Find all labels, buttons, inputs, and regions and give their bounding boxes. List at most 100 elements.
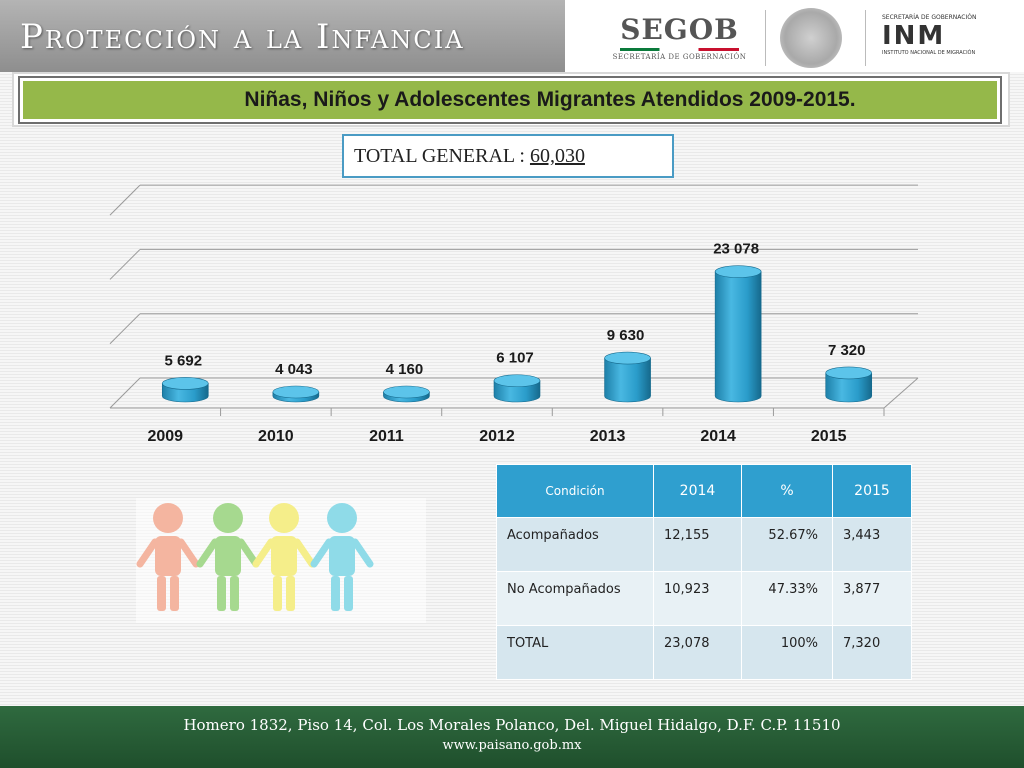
child-figure-part [273, 576, 282, 611]
subtitle-banner [20, 78, 1000, 122]
child-figure-part [331, 576, 340, 611]
x-tick-label: 2010 [258, 428, 294, 445]
child-figure-part [252, 538, 275, 568]
gridline-diagonal [109, 377, 141, 409]
x-tick-label: 2014 [700, 428, 736, 445]
table-cell: 12,155 [653, 517, 742, 572]
bar-top [493, 374, 541, 388]
gridline-diagonal [109, 313, 141, 345]
data-label: 4 160 [386, 361, 424, 378]
inm-top-text: SECRETARÍA DE GOBERNACIÓN [882, 14, 977, 21]
data-label: 6 107 [496, 350, 534, 367]
child-figure-part [155, 536, 181, 576]
data-label: 4 043 [275, 361, 313, 378]
x-tick-label: 2015 [811, 428, 847, 445]
child-figure-part [196, 538, 219, 568]
page-title: Protección a la Infancia [20, 17, 465, 57]
table-cell: 3,877 [832, 571, 912, 626]
bar-top [604, 351, 651, 365]
child-figure-part [310, 538, 333, 568]
child-figure-part [215, 536, 241, 576]
segob-name: SEGOB [620, 13, 739, 46]
data-label: 5 692 [165, 352, 203, 369]
segob-flag-line [620, 48, 739, 51]
header-divider [865, 10, 866, 66]
child-figure-part [213, 503, 243, 533]
x-tick-label: 2013 [590, 428, 626, 445]
table-cell: 100% [741, 625, 833, 680]
bar-top [272, 385, 320, 399]
table-header-cell: 2015 [832, 464, 912, 518]
child-figure-part [269, 503, 299, 533]
children-illustration [136, 498, 426, 623]
table-cell: 7,320 [832, 625, 912, 680]
chart-labels: 5 692 2009 4 043 2010 4 160 2011 6 107 2012 9 63… [147, 241, 865, 445]
child-figure-part [329, 536, 355, 576]
x-tick-label: 2009 [147, 428, 183, 445]
data-label: 9 630 [607, 327, 645, 344]
total-label: TOTAL GENERAL : [354, 145, 530, 167]
table-cell: 23,078 [653, 625, 742, 680]
children-icon [136, 503, 374, 611]
chart-grid [109, 184, 919, 416]
table-cell: 52.67% [741, 517, 833, 572]
child-figure-part [351, 538, 374, 568]
inm-wordmark: INM [882, 21, 946, 51]
table-cell: 47.33% [741, 571, 833, 626]
segob-subtitle: SECRETARÍA DE GOBERNACIÓN [612, 53, 747, 61]
inm-bottom-text: INSTITUTO NACIONAL DE MIGRACIÓN [882, 50, 976, 56]
table-cell: 3,443 [832, 517, 912, 572]
child-figure-part [327, 503, 357, 533]
subtitle-text: Niñas, Niños y Adolescentes Migrantes At… [244, 88, 856, 111]
table-header-cell: Condición [496, 464, 654, 518]
child-figure-part [344, 576, 353, 611]
table-row: No Acompañados 10,923 47.33% 3,877 [496, 571, 912, 626]
table-cell: TOTAL [496, 625, 654, 680]
bar-chart: 5 692 2009 4 043 2010 4 160 2011 6 107 2012 9 63… [109, 184, 919, 445]
table-row: Acompañados 12,155 52.67% 3,443 [496, 517, 912, 572]
floor-edge [883, 377, 919, 409]
segob-logo: SEGOB SECRETARÍA DE GOBERNACIÓN [612, 14, 747, 69]
x-tick-label: 2012 [479, 428, 515, 445]
child-figure-part [293, 538, 316, 568]
child-figure-part [177, 538, 200, 568]
gridline-diagonal [109, 184, 141, 216]
child-figure-part [271, 536, 297, 576]
table-header-row: Condición 2014 % 2015 [496, 464, 912, 518]
data-label: 7 320 [828, 342, 866, 359]
gridline-diagonal [109, 249, 141, 280]
table-cell: No Acompañados [496, 571, 654, 626]
table-cell: 10,923 [653, 571, 742, 626]
table-header-cell: 2014 [653, 464, 742, 518]
child-figure-part [157, 576, 166, 611]
header-band [0, 0, 565, 72]
condition-table: Condición 2014 % 2015 Acompañados 12,155… [496, 464, 912, 680]
footer-website[interactable]: www.paisano.gob.mx [442, 738, 582, 753]
bar [604, 357, 651, 403]
footer-band [0, 706, 1024, 768]
total-value: 60,030 [529, 145, 585, 167]
child-figure-part [136, 538, 159, 568]
bar-top [161, 377, 209, 390]
bar-top [714, 265, 762, 278]
bar [714, 271, 762, 403]
table-row: TOTAL 23,078 100% 7,320 [496, 625, 912, 680]
child-figure-part [237, 538, 260, 568]
footer-address: Homero 1832, Piso 14, Col. Los Morales P… [183, 716, 841, 734]
table-header-cell: % [741, 464, 833, 518]
chart-bars [161, 265, 873, 403]
bar-top [383, 385, 430, 399]
child-figure-part [230, 576, 239, 611]
child-figure-part [153, 503, 183, 533]
inm-logo: SECRETARÍA DE GOBERNACIÓN INM INSTITUTO … [882, 14, 1022, 70]
bar [825, 372, 873, 403]
x-tick-label: 2011 [369, 428, 404, 445]
data-label: 23 078 [713, 241, 759, 258]
child-figure-part [170, 576, 179, 611]
total-general-box: TOTAL GENERAL : 60,030 [342, 134, 674, 178]
child-figure-part [217, 576, 226, 611]
table-cell: Acompañados [496, 517, 654, 572]
child-figure-part [286, 576, 295, 611]
header-divider [765, 10, 766, 66]
mexico-seal-icon [780, 8, 842, 68]
